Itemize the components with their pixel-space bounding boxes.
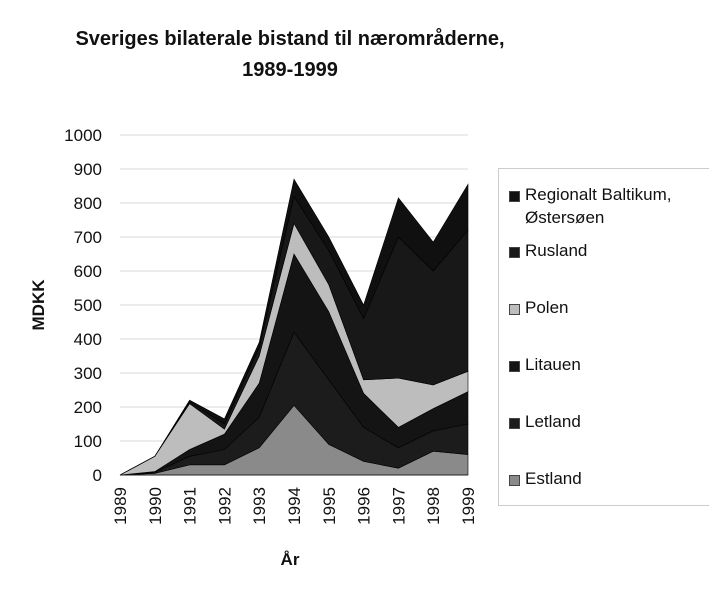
legend-label: Rusland [525,241,588,260]
legend-swatch [509,247,520,258]
y-tick-label: 100 [74,432,102,451]
legend-item: Regionalt Baltikum, Østersøen [509,185,705,229]
x-tick-label: 1995 [320,487,339,525]
x-tick-label: 1994 [285,487,304,525]
x-axis-label: År [281,550,300,569]
x-tick-label: 1997 [389,487,408,525]
legend-swatch [509,304,520,315]
legend-swatch [509,475,520,486]
legend-item: Litauen [509,355,705,376]
y-tick-label: 900 [74,160,102,179]
y-tick-label: 800 [74,194,102,213]
y-tick-label: 300 [74,364,102,383]
legend-item: Polen [509,298,705,319]
y-tick-label: 200 [74,398,102,417]
legend-swatch [509,418,520,429]
y-tick-label: 400 [74,330,102,349]
x-tick-label: 1998 [424,487,443,525]
legend-swatch [509,191,520,202]
legend-label: Estland [525,469,582,488]
legend-label: Regionalt Baltikum, Østersøen [525,185,672,227]
chart-title: Sveriges bilaterale bistand til nærområd… [75,27,504,81]
x-tick-label: 1990 [146,487,165,525]
x-tick-label: 1991 [181,487,200,525]
x-tick-label: 1999 [459,487,478,525]
y-axis-label: MDKK [29,279,48,331]
y-tick-label: 1000 [64,126,102,145]
y-tick-label: 500 [74,296,102,315]
legend-item: Rusland [509,241,705,262]
x-tick-label: 1992 [215,487,234,525]
y-tick-label: 700 [74,228,102,247]
x-tick-label: 1996 [355,487,374,525]
y-tick-label: 0 [93,466,102,485]
legend-label: Polen [525,298,569,317]
legend: Regionalt Baltikum, Østersøen Rusland Pole… [498,168,709,506]
area [119,178,469,476]
y-tick-label: 600 [74,262,102,281]
legend-swatch [509,361,520,372]
legend-item: Estland [509,469,705,490]
legend-label: Letland [525,412,581,431]
legend-item: Letland [509,412,705,433]
x-tick-label: 1989 [111,487,130,525]
legend-label: Litauen [525,355,581,374]
x-tick-label: 1993 [250,487,269,525]
